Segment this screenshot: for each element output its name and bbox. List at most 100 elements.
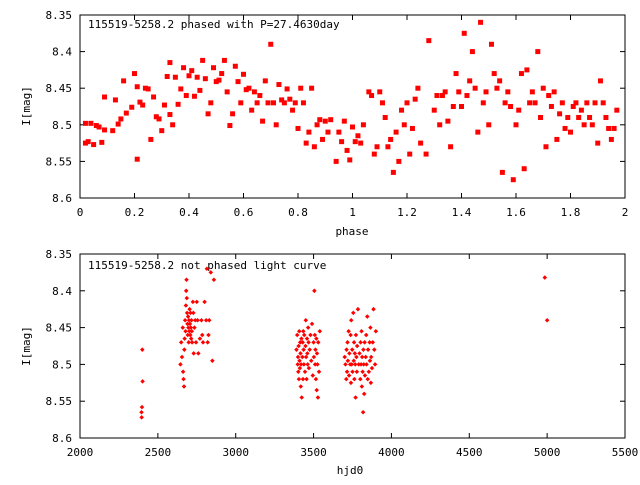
data-point	[341, 118, 347, 124]
y-axis-ticks: 8.35 8.4 8.45 8.5 8.55 8.6	[46, 9, 625, 205]
data-point	[592, 100, 598, 106]
x-tick-label: 4000	[378, 446, 405, 459]
data-point	[328, 117, 334, 123]
data-point	[191, 310, 196, 316]
data-point	[181, 65, 187, 71]
data-point	[200, 340, 206, 345]
data-point	[305, 362, 310, 367]
data-point	[200, 57, 206, 63]
data-point	[182, 317, 188, 323]
data-point	[303, 343, 308, 349]
data-point	[344, 376, 349, 382]
data-point	[312, 288, 317, 294]
data-point	[469, 49, 475, 55]
data-point	[388, 136, 394, 142]
data-point	[251, 89, 257, 95]
data-point	[382, 114, 388, 120]
data-point	[365, 376, 371, 382]
data-point	[187, 329, 192, 334]
y-axis-label: I[mag]	[20, 326, 33, 366]
data-point	[311, 340, 316, 345]
data-point	[134, 156, 140, 162]
data-point	[305, 351, 310, 356]
data-point	[199, 317, 204, 323]
y-tick-label: 8.45	[46, 82, 73, 95]
data-point	[418, 140, 424, 146]
data-point	[614, 107, 620, 113]
y-axis-ticks: 8.35 8.4 8.45 8.5 8.55 8.6	[46, 248, 625, 445]
data-point	[513, 122, 519, 128]
data-point	[409, 125, 415, 131]
data-point	[584, 100, 590, 106]
data-point	[298, 351, 303, 356]
data-point	[385, 144, 391, 150]
data-point	[191, 351, 196, 356]
data-point	[497, 78, 503, 84]
data-point	[478, 19, 484, 25]
data-point	[210, 358, 215, 363]
data-point	[180, 325, 186, 330]
data-point	[230, 111, 236, 117]
data-point	[186, 317, 192, 323]
data-point	[310, 373, 316, 378]
data-point	[295, 362, 300, 367]
data-point	[140, 379, 145, 384]
data-point	[595, 140, 601, 146]
data-point	[300, 340, 305, 345]
data-point	[532, 100, 538, 106]
data-point	[349, 362, 354, 367]
data-point	[129, 104, 135, 110]
data-point	[568, 129, 573, 135]
data-point	[581, 122, 587, 128]
data-point	[308, 332, 313, 338]
data-point	[362, 373, 368, 378]
data-point	[96, 124, 102, 130]
data-point	[297, 340, 303, 345]
data-point	[303, 354, 309, 360]
data-point	[551, 89, 557, 95]
data-point	[363, 354, 368, 360]
x-tick-label: 2000	[67, 446, 94, 459]
data-point	[356, 362, 361, 367]
data-point	[315, 340, 321, 345]
data-point	[510, 177, 516, 183]
data-point	[184, 277, 189, 283]
data-point	[562, 125, 568, 131]
data-point	[224, 89, 230, 95]
data-point	[301, 347, 306, 352]
data-point	[102, 127, 108, 133]
data-point	[407, 151, 413, 157]
data-point	[301, 362, 307, 367]
data-point	[296, 376, 302, 382]
y-tick-label: 8.5	[52, 119, 72, 132]
data-point	[308, 358, 314, 363]
data-point	[362, 340, 367, 345]
data-point	[190, 299, 196, 305]
data-point	[431, 107, 437, 113]
data-point	[576, 114, 582, 120]
data-point	[361, 391, 367, 397]
data-point	[453, 71, 459, 77]
data-point	[182, 347, 187, 352]
data-point	[314, 336, 319, 341]
data-point	[359, 384, 365, 389]
data-point	[205, 111, 211, 117]
y-tick-label: 8.55	[46, 395, 73, 408]
data-point	[206, 332, 211, 338]
chart-title: 115519-5258.2 not phased light curve	[88, 259, 326, 272]
data-point	[342, 354, 347, 360]
data-point	[195, 317, 200, 323]
data-point	[299, 395, 304, 400]
data-point	[301, 329, 306, 334]
data-point	[358, 362, 364, 367]
plot-frame	[79, 14, 626, 199]
data-point	[369, 365, 375, 371]
y-tick-label: 8.6	[52, 192, 72, 205]
data-point	[300, 354, 305, 360]
data-point	[361, 362, 366, 367]
data-point	[178, 86, 184, 92]
data-point	[486, 122, 492, 128]
data-point	[448, 144, 454, 150]
data-point	[257, 93, 263, 99]
